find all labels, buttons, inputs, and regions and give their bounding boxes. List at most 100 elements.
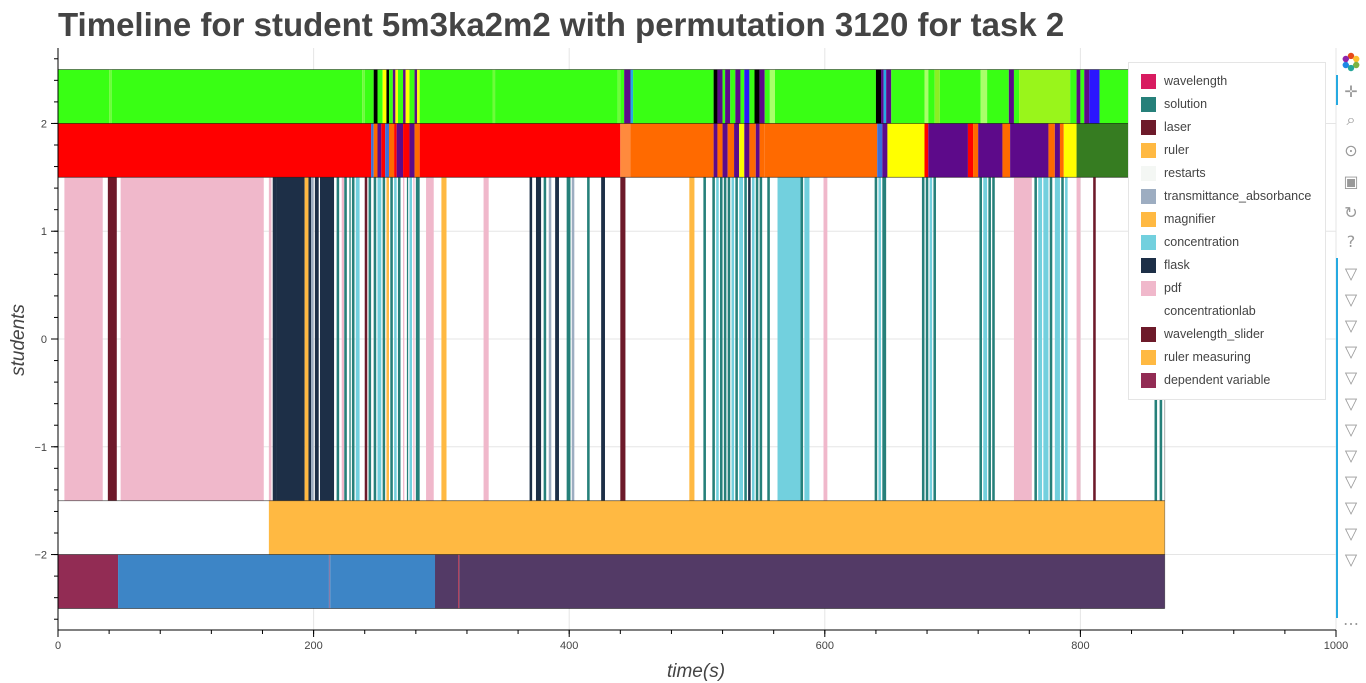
legend-item[interactable]: transmittance_absorbance xyxy=(1141,187,1311,205)
timeline-segment xyxy=(397,177,401,501)
hover-icon[interactable]: ▽ xyxy=(1344,289,1358,309)
hover-icon[interactable]: ▽ xyxy=(1344,445,1358,465)
hover-icon[interactable]: ▽ xyxy=(1344,549,1358,569)
timeline-segment xyxy=(414,69,418,124)
timeline-segment xyxy=(731,177,735,501)
active-tool-indicator xyxy=(1336,75,1338,105)
timeline-segment xyxy=(1038,177,1043,501)
help-icon[interactable]: ? xyxy=(1346,231,1356,251)
hover-icon[interactable]: ▽ xyxy=(1344,341,1358,361)
timeline-segment xyxy=(406,177,409,501)
save-icon[interactable]: ▣ xyxy=(1343,171,1359,191)
legend-item[interactable]: magnifier xyxy=(1141,210,1215,228)
legend-item[interactable]: concentration xyxy=(1141,233,1239,251)
timeline-segment xyxy=(1076,69,1081,124)
timeline-segment xyxy=(459,554,1165,609)
timeline-segment xyxy=(118,554,329,609)
reset-icon[interactable]: ↻ xyxy=(1344,202,1358,222)
legend-swatch xyxy=(1141,280,1156,296)
timeline-segment xyxy=(409,69,415,124)
timeline-segment xyxy=(268,177,272,501)
timeline-segment xyxy=(1034,177,1037,501)
timeline-segment xyxy=(409,123,415,178)
timeline-segment xyxy=(630,69,634,124)
timeline-segment xyxy=(973,123,979,178)
hover-icon[interactable]: ▽ xyxy=(1344,263,1358,283)
hover-icon[interactable]: ▽ xyxy=(1344,315,1358,335)
legend-item[interactable]: ruler xyxy=(1141,141,1189,159)
hover-icon[interactable]: ▽ xyxy=(1344,393,1358,413)
y-tick-label: −2 xyxy=(34,550,47,562)
legend-item[interactable]: solution xyxy=(1141,95,1207,113)
legend-item[interactable]: restarts xyxy=(1141,164,1206,182)
timeline-segment xyxy=(1013,177,1032,501)
timeline-segment xyxy=(389,69,393,124)
timeline-segment xyxy=(415,177,420,501)
timeline-segment xyxy=(730,69,736,124)
timeline-segment xyxy=(739,123,745,178)
timeline-segment xyxy=(739,177,744,501)
timeline-segment xyxy=(483,177,489,501)
timeline-segment xyxy=(535,177,542,501)
timeline-segment xyxy=(351,177,355,501)
more-icon[interactable]: … xyxy=(1343,609,1359,629)
timeline-segment xyxy=(394,177,397,501)
timeline-segment xyxy=(109,69,112,124)
hover-icon[interactable]: ▽ xyxy=(1344,419,1358,439)
legend-item[interactable]: pdf xyxy=(1141,279,1181,297)
timeline-segment xyxy=(107,177,117,501)
legend-label: ruler xyxy=(1164,143,1190,157)
timeline-segment xyxy=(414,123,420,178)
legend-item[interactable]: ruler measuring xyxy=(1141,348,1251,366)
timeline-segment xyxy=(308,177,312,501)
wheel-zoom-icon[interactable]: ⊙ xyxy=(1344,140,1358,160)
legend-swatch xyxy=(1141,326,1156,342)
timeline-segment xyxy=(928,123,968,178)
timeline-segment xyxy=(364,177,368,501)
timeline-segment xyxy=(382,69,387,124)
legend-item[interactable]: flask xyxy=(1141,256,1190,274)
chart-title: Timeline for student 5m3ka2m2 with permu… xyxy=(58,6,1065,43)
pan-icon[interactable]: ✛ xyxy=(1344,81,1358,101)
timeline-segment xyxy=(987,69,1009,124)
timeline-segment xyxy=(767,177,770,501)
timeline-segment xyxy=(800,177,804,501)
x-tick-label: 400 xyxy=(560,640,578,652)
legend-swatch xyxy=(1141,96,1156,112)
legend-item[interactable]: wavelength_slider xyxy=(1141,325,1264,343)
legend-label: dependent variable xyxy=(1164,373,1271,387)
timeline-segment xyxy=(1002,123,1011,178)
timeline-segment xyxy=(349,177,351,501)
legend-item[interactable]: dependent variable xyxy=(1141,371,1270,389)
timeline-segment xyxy=(58,554,119,609)
legend-item[interactable]: wavelength xyxy=(1141,72,1227,90)
timeline-segment xyxy=(336,177,340,501)
timeline-segment xyxy=(928,69,935,124)
hover-icon[interactable]: ▽ xyxy=(1344,367,1358,387)
timeline-segment xyxy=(377,123,382,178)
timeline-segment xyxy=(1043,177,1049,501)
timeline-segment xyxy=(389,123,395,178)
timeline-segment xyxy=(371,123,374,178)
timeline-segment xyxy=(355,177,360,501)
hover-icon[interactable]: ▽ xyxy=(1344,523,1358,543)
legend-item[interactable]: concentrationlab xyxy=(1141,302,1256,320)
legend-item[interactable]: laser xyxy=(1141,118,1191,136)
timeline-segment xyxy=(874,177,878,501)
timeline-segment xyxy=(983,177,988,501)
timeline-segment xyxy=(689,177,695,501)
timeline-segment xyxy=(713,123,718,178)
timeline-segment xyxy=(882,123,888,178)
timeline-segment xyxy=(620,177,626,501)
timeline-segment xyxy=(823,177,828,501)
hover-icon[interactable]: ▽ xyxy=(1344,471,1358,491)
timeline-segment xyxy=(744,123,750,178)
chart-legend[interactable]: wavelength solution laser ruler restarts tran… xyxy=(1128,62,1326,400)
timeline-segment xyxy=(386,69,390,124)
bokeh-logo-icon[interactable] xyxy=(1340,51,1362,73)
hover-icon[interactable]: ▽ xyxy=(1344,497,1358,517)
timeline-segment xyxy=(624,69,631,124)
box-zoom-icon[interactable]: ⌕ xyxy=(1346,110,1356,129)
timeline-segment xyxy=(1019,69,1071,124)
